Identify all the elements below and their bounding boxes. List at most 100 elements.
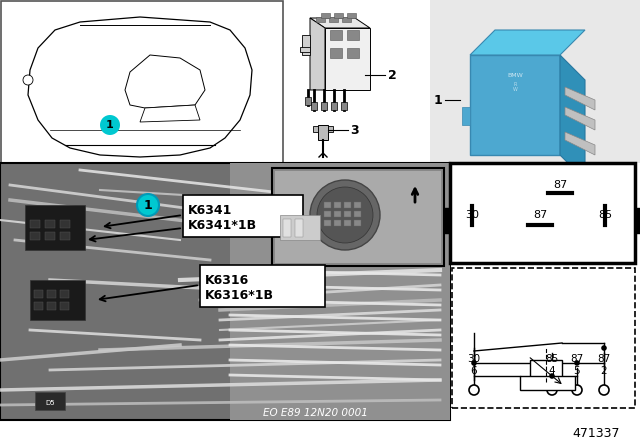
Bar [347,13,356,18]
Bar [316,17,325,22]
Bar [321,13,330,18]
Bar [344,211,351,217]
Text: 87: 87 [533,210,547,220]
Circle shape [549,373,555,379]
Polygon shape [310,18,325,90]
Bar [330,30,342,40]
Text: 471337: 471337 [573,427,620,440]
Bar [520,376,575,390]
Bar [328,126,333,132]
Bar [324,220,331,226]
Bar [321,102,327,110]
Circle shape [137,194,159,216]
Bar [347,48,359,58]
Text: 30: 30 [465,210,479,220]
Text: 87: 87 [570,354,584,364]
Circle shape [471,360,477,366]
Bar [34,290,43,298]
Bar [354,220,361,226]
Bar [302,35,310,55]
Bar [280,215,320,240]
Bar [272,168,444,266]
Bar [200,265,325,307]
Text: R
W: R W [513,82,517,92]
Bar [331,102,337,110]
Text: 87: 87 [553,180,567,190]
Bar [334,202,341,208]
Bar [30,220,40,228]
Polygon shape [470,30,585,55]
Bar [530,360,562,382]
Circle shape [317,187,373,243]
Bar [34,302,43,310]
Text: 87: 87 [597,354,611,364]
Bar [1,1,283,163]
Polygon shape [565,107,595,130]
Text: 85: 85 [598,210,612,220]
Circle shape [310,180,380,250]
Text: 4: 4 [548,366,556,376]
Text: 5: 5 [573,366,580,376]
Bar [230,163,450,420]
Text: 2: 2 [601,366,607,376]
Text: K6341: K6341 [188,203,232,216]
Bar [60,220,70,228]
Bar [45,220,55,228]
Bar [344,202,351,208]
Bar [283,219,291,237]
Bar [462,107,470,125]
Text: 30: 30 [467,354,481,364]
Bar [60,232,70,240]
Bar [334,211,341,217]
Polygon shape [565,132,595,155]
Bar [430,0,640,163]
Bar [330,48,342,58]
Circle shape [547,385,557,395]
Text: K6341*1B: K6341*1B [188,219,257,232]
Bar [324,202,331,208]
Bar [47,290,56,298]
Bar [436,208,450,233]
Text: EO E89 12N20 0001: EO E89 12N20 0001 [262,408,367,418]
Bar [354,202,361,208]
Circle shape [100,115,120,135]
Polygon shape [28,17,252,157]
Text: BMW: BMW [507,73,523,78]
Bar [0,163,450,420]
Polygon shape [560,55,585,180]
Text: K6316: K6316 [205,273,249,287]
Bar [452,268,635,408]
Polygon shape [140,105,200,122]
Bar [334,220,341,226]
Bar [354,211,361,217]
Circle shape [572,385,582,395]
Text: 85: 85 [545,354,559,364]
Bar [183,195,303,237]
Bar [25,205,85,250]
Circle shape [601,345,607,351]
Circle shape [469,385,479,395]
Bar [300,47,310,52]
Bar [334,13,343,18]
Bar [30,232,40,240]
Circle shape [599,385,609,395]
Bar [635,208,640,233]
Polygon shape [125,55,205,108]
Bar [470,55,560,155]
Polygon shape [310,18,370,28]
Text: 6: 6 [470,366,477,376]
Bar [35,392,65,410]
Bar [275,171,441,263]
Bar [450,163,635,263]
Bar [318,125,328,140]
Bar [347,30,359,40]
Bar [295,219,303,237]
Text: K6316*1B: K6316*1B [205,289,274,302]
Bar [60,290,69,298]
Bar [60,302,69,310]
Bar [45,232,55,240]
Polygon shape [565,87,595,110]
Text: 1: 1 [106,120,114,130]
Bar [47,302,56,310]
Circle shape [23,75,33,85]
